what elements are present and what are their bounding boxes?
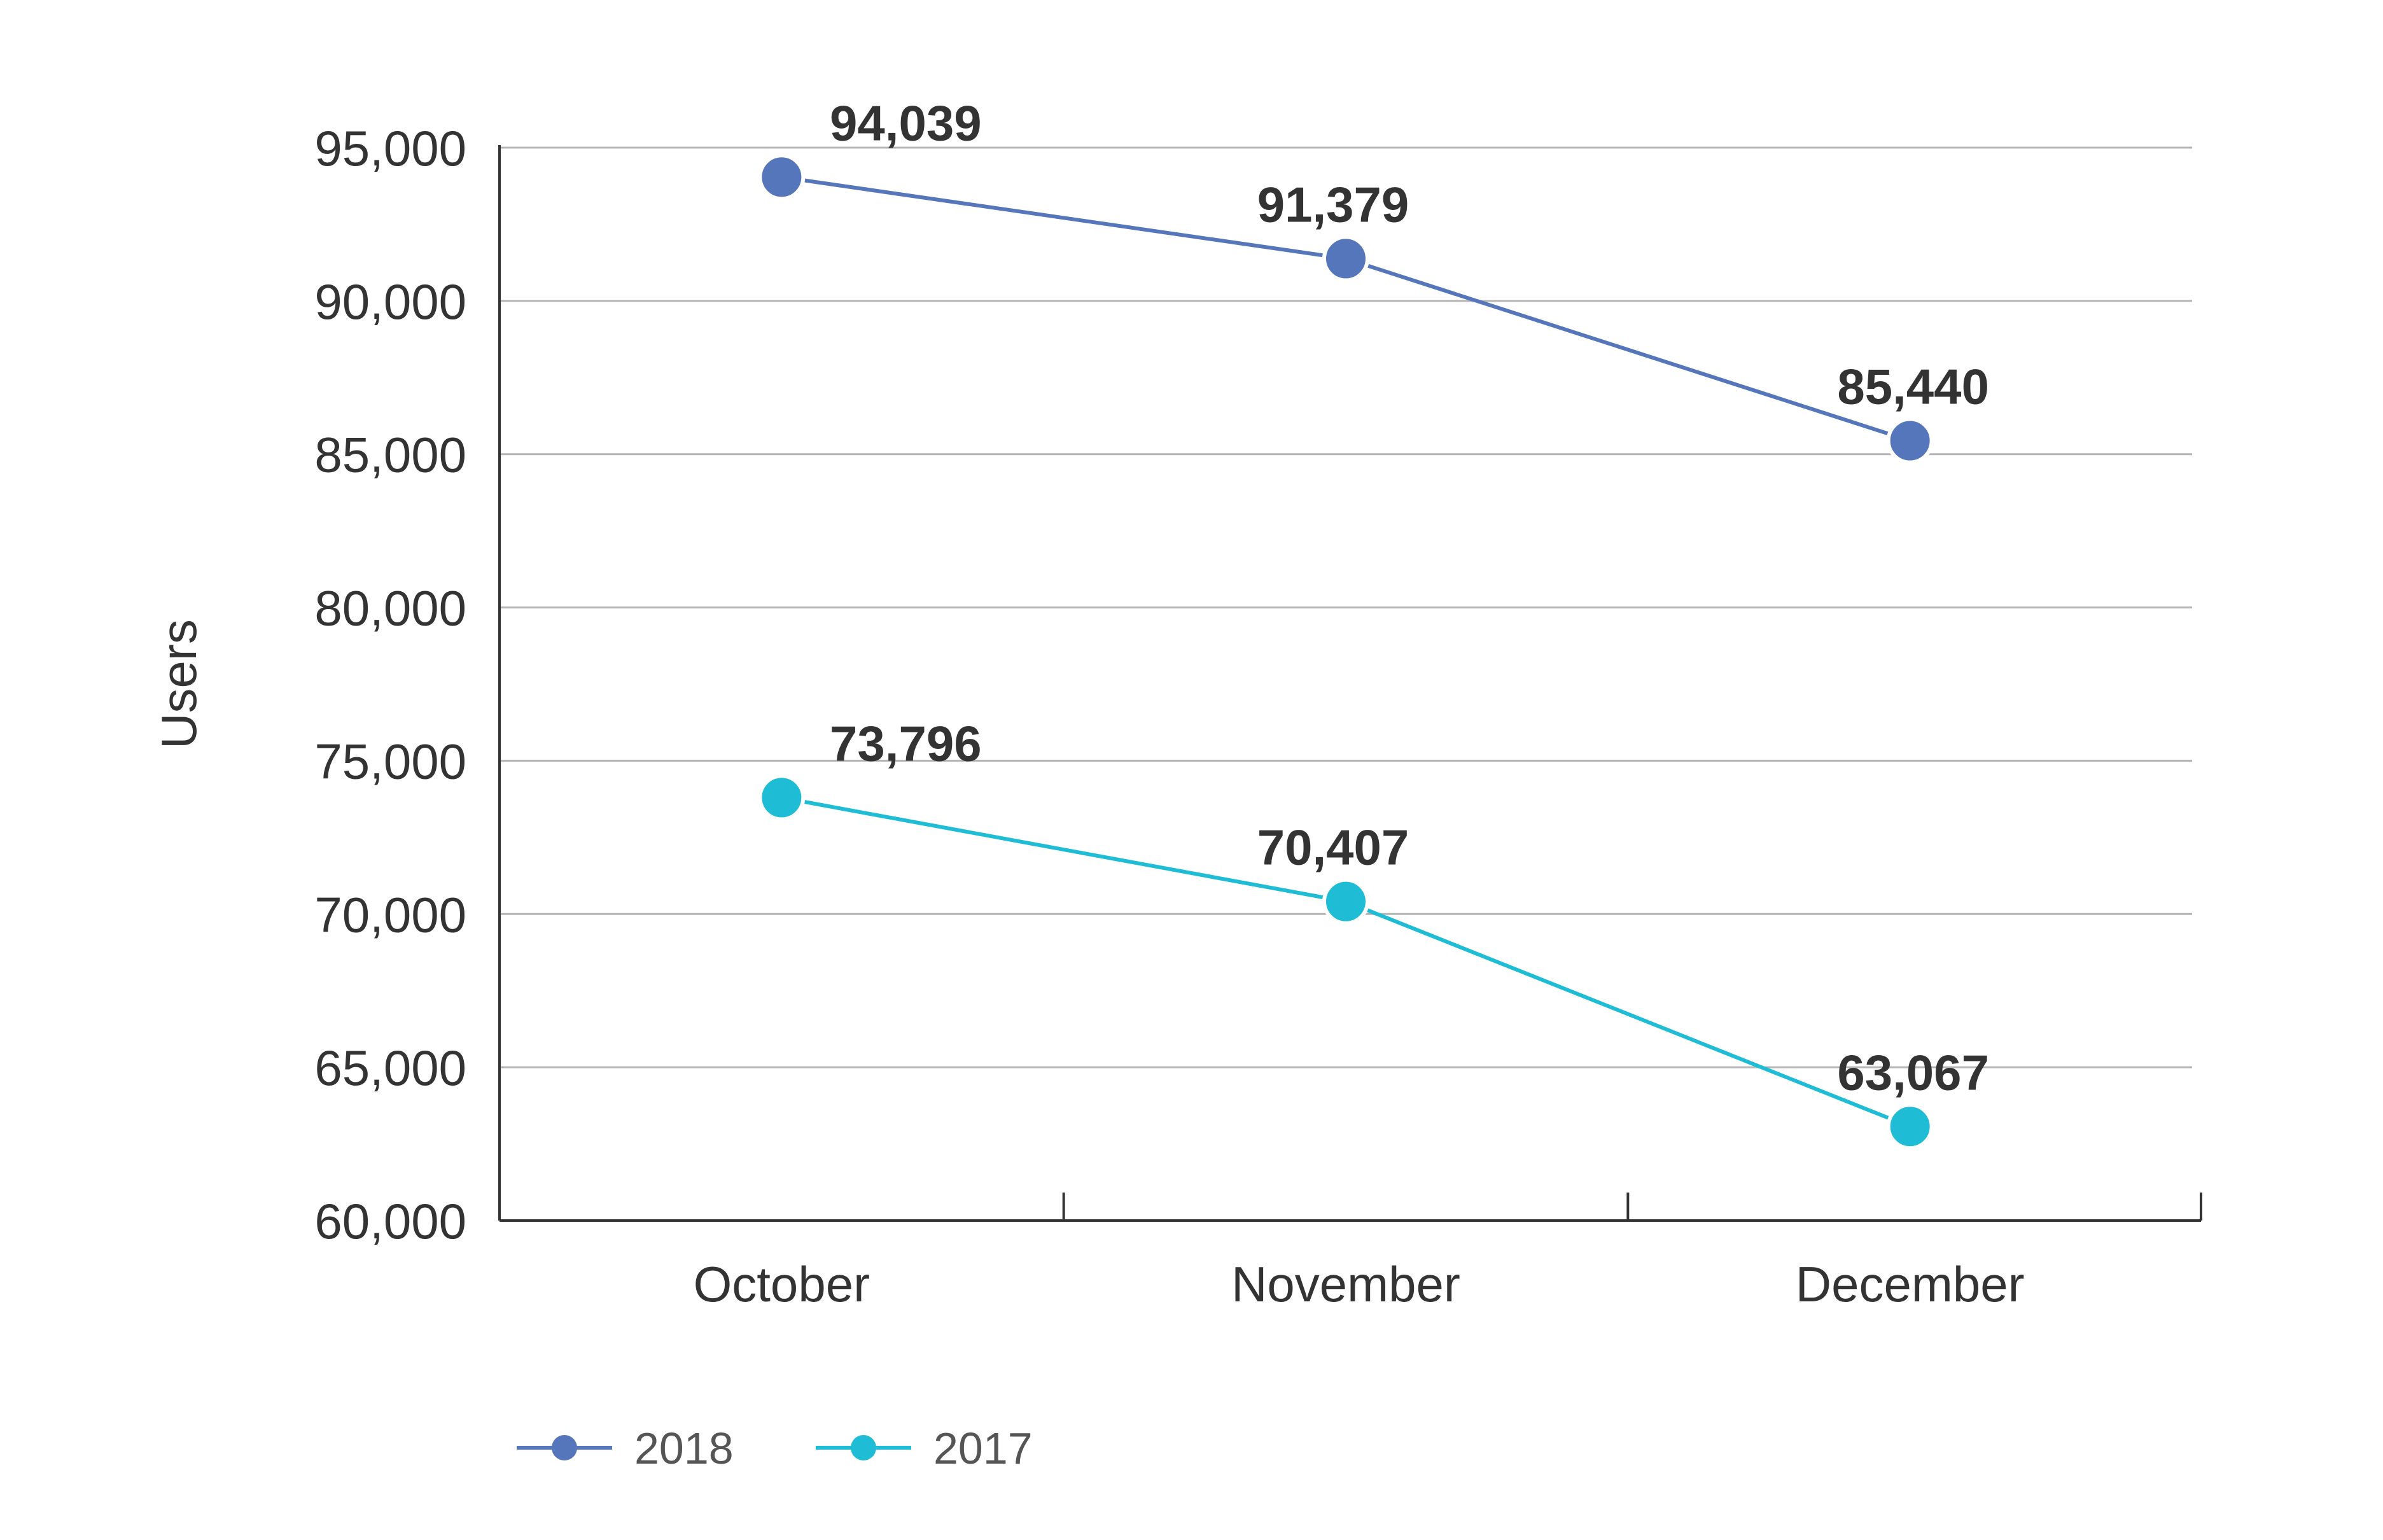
grid-lines: [500, 146, 2192, 1068]
data-label: 70,407: [1257, 820, 1409, 876]
y-axis-title: Users: [151, 619, 207, 749]
y-tick-label: 70,000: [314, 886, 466, 942]
y-tick-label: 75,000: [314, 733, 466, 789]
legend-label: 2017: [933, 1424, 1033, 1473]
legend: 2018 2017: [517, 1424, 1033, 1473]
data-label: 85,440: [1837, 359, 1989, 415]
data-point: [1886, 1103, 1934, 1151]
axes: [498, 145, 2202, 1222]
series-2017: 73,796 70,407 63,067: [758, 715, 1989, 1151]
data-label: 91,379: [1257, 176, 1409, 232]
x-tick-label: October: [694, 1256, 870, 1312]
legend-label: 2018: [634, 1424, 734, 1473]
data-label: 73,796: [830, 715, 982, 771]
data-label: 63,067: [1837, 1044, 1989, 1100]
y-tick-label: 85,000: [314, 427, 466, 483]
y-tick-label: 90,000: [314, 274, 466, 330]
data-point: [758, 153, 806, 201]
legend-swatch-marker: [552, 1435, 577, 1460]
y-tick-label: 65,000: [314, 1040, 466, 1096]
y-axis-ticks: 60,000 65,000 70,000 75,000 80,000 85,000 90,0…: [314, 120, 466, 1249]
x-axis-ticks: October November December: [694, 1256, 2025, 1312]
legend-swatch-marker: [851, 1435, 876, 1460]
series-2018: 94,039 91,379 85,440: [758, 95, 1989, 465]
y-tick-label: 95,000: [314, 120, 466, 176]
x-tick-label: December: [1796, 1256, 2025, 1312]
data-point: [758, 774, 806, 822]
series: 94,039 91,379 85,440 73,796 70,407 63,067: [758, 95, 1989, 1151]
y-tick-label: 80,000: [314, 580, 466, 636]
legend-item: 2018: [517, 1424, 734, 1473]
data-point: [1886, 417, 1934, 465]
data-point: [1322, 878, 1369, 925]
y-tick-label: 60,000: [314, 1193, 466, 1249]
legend-item: 2017: [816, 1424, 1033, 1473]
x-tick-label: November: [1231, 1256, 1460, 1312]
data-label: 94,039: [830, 95, 982, 151]
data-point: [1322, 235, 1369, 283]
